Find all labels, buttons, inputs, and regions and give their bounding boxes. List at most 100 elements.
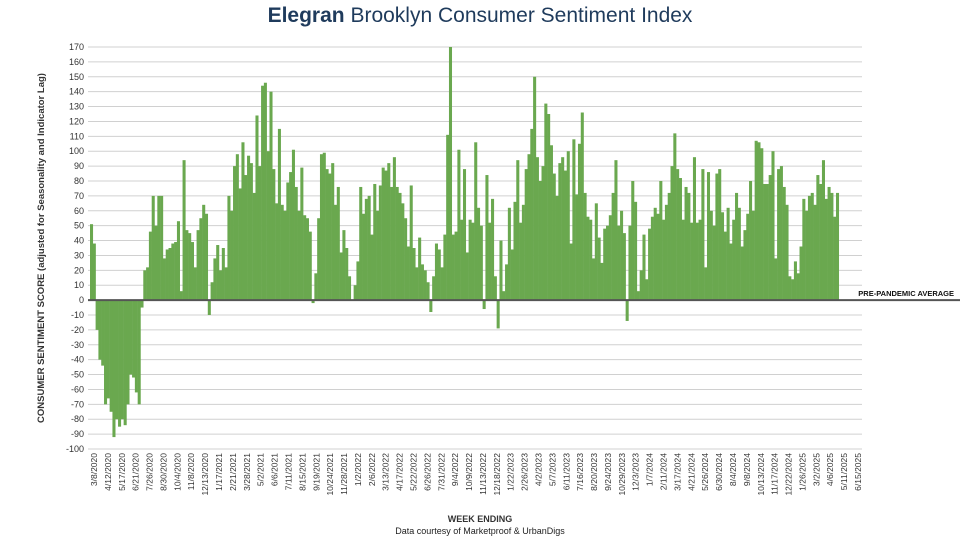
bar bbox=[314, 273, 318, 301]
bar bbox=[723, 231, 727, 301]
x-tick-label: 7/11/2021 bbox=[284, 453, 294, 490]
bar bbox=[499, 240, 503, 301]
bar bbox=[513, 201, 517, 301]
bar bbox=[151, 195, 155, 301]
bar bbox=[810, 192, 814, 301]
bar bbox=[331, 163, 335, 301]
bar bbox=[434, 243, 438, 301]
bar bbox=[286, 182, 290, 301]
x-tick-labels: 3/8/2020 4/12/2020 5/17/2020 6/21/2020 7/26/… bbox=[89, 453, 863, 496]
bar bbox=[291, 149, 295, 301]
bar bbox=[491, 198, 495, 301]
y-tick-label: -70 bbox=[71, 399, 84, 409]
bar bbox=[519, 222, 523, 301]
bar bbox=[583, 192, 587, 301]
bar bbox=[799, 246, 803, 301]
reference-line-label: PRE-PANDEMIC AVERAGE bbox=[858, 289, 954, 298]
bar bbox=[465, 252, 469, 301]
y-tick-label: 130 bbox=[69, 102, 84, 112]
bar bbox=[162, 258, 166, 301]
bar bbox=[420, 264, 424, 301]
bar bbox=[692, 157, 696, 301]
bar bbox=[432, 276, 436, 301]
bar bbox=[594, 203, 598, 301]
bar bbox=[541, 166, 545, 301]
bar bbox=[176, 221, 180, 301]
bar bbox=[348, 276, 352, 301]
bar bbox=[294, 186, 298, 301]
bar bbox=[462, 169, 467, 301]
bar bbox=[174, 242, 178, 301]
bar bbox=[364, 198, 368, 301]
bar bbox=[712, 225, 716, 301]
bar bbox=[269, 91, 273, 301]
x-tick-label: 10/29/2023 bbox=[617, 453, 627, 496]
title-text: Brooklyn Consumer Sentiment Index bbox=[350, 4, 693, 27]
bar bbox=[252, 192, 256, 301]
x-tick-label: 1/2/2022 bbox=[353, 453, 363, 486]
bar bbox=[261, 85, 265, 301]
x-tick-label: 5/26/2024 bbox=[700, 453, 710, 491]
x-tick-label: 5/22/2022 bbox=[409, 453, 419, 491]
bar bbox=[577, 143, 582, 301]
bar bbox=[311, 300, 315, 304]
bar bbox=[485, 175, 489, 301]
bar bbox=[807, 195, 811, 301]
y-tick-label: 20 bbox=[74, 265, 84, 275]
x-tick-label: 9/24/2023 bbox=[603, 453, 613, 491]
bar bbox=[777, 169, 781, 301]
bar bbox=[530, 128, 534, 301]
x-tick-label: 5/11/2025 bbox=[839, 453, 849, 490]
bar bbox=[555, 195, 559, 301]
bar bbox=[95, 300, 99, 330]
x-tick-label: 6/11/2023 bbox=[561, 453, 571, 490]
y-tick-label: 60 bbox=[74, 206, 84, 216]
bar bbox=[440, 267, 444, 301]
y-tick-label: 110 bbox=[70, 131, 84, 141]
bar bbox=[704, 267, 708, 301]
bar bbox=[614, 160, 618, 301]
bar bbox=[328, 173, 332, 301]
bar bbox=[670, 166, 674, 301]
bar bbox=[376, 210, 380, 301]
bar bbox=[356, 261, 360, 301]
bar bbox=[805, 210, 809, 301]
bar bbox=[101, 300, 105, 366]
bar bbox=[650, 216, 654, 301]
bar bbox=[179, 291, 183, 301]
bar bbox=[429, 300, 433, 313]
bar bbox=[336, 186, 340, 301]
bar bbox=[625, 300, 629, 321]
bar bbox=[715, 173, 719, 301]
bar bbox=[796, 273, 800, 301]
x-tick-label: 4/6/2025 bbox=[825, 453, 835, 486]
x-tick-label: 11/17/2024 bbox=[770, 453, 780, 495]
bar bbox=[608, 215, 612, 301]
bar bbox=[765, 183, 769, 301]
bar bbox=[698, 219, 702, 301]
y-tick-label: 0 bbox=[79, 295, 84, 305]
bar bbox=[782, 186, 786, 301]
bar bbox=[830, 192, 834, 301]
bar bbox=[636, 291, 640, 301]
bar bbox=[813, 204, 817, 301]
bar bbox=[277, 128, 281, 301]
bar bbox=[202, 204, 206, 301]
bar bbox=[558, 163, 562, 301]
bar bbox=[148, 231, 152, 301]
bar bbox=[325, 169, 329, 301]
y-tick-label: -100 bbox=[66, 444, 84, 454]
bar bbox=[678, 178, 682, 301]
bar bbox=[317, 218, 321, 301]
bar bbox=[493, 276, 497, 301]
x-tick-label: 6/30/2024 bbox=[714, 453, 724, 491]
x-tick-label: 6/6/2021 bbox=[270, 453, 280, 486]
bar bbox=[533, 76, 537, 301]
x-tick-label: 3/17/2024 bbox=[672, 453, 682, 491]
x-tick-label: 11/13/2022 bbox=[478, 453, 488, 495]
x-tick-label: 4/17/2022 bbox=[395, 453, 405, 491]
bar bbox=[409, 185, 413, 301]
bar bbox=[620, 210, 624, 301]
bar bbox=[591, 258, 596, 301]
x-tick-label: 10/9/2022 bbox=[464, 453, 474, 491]
